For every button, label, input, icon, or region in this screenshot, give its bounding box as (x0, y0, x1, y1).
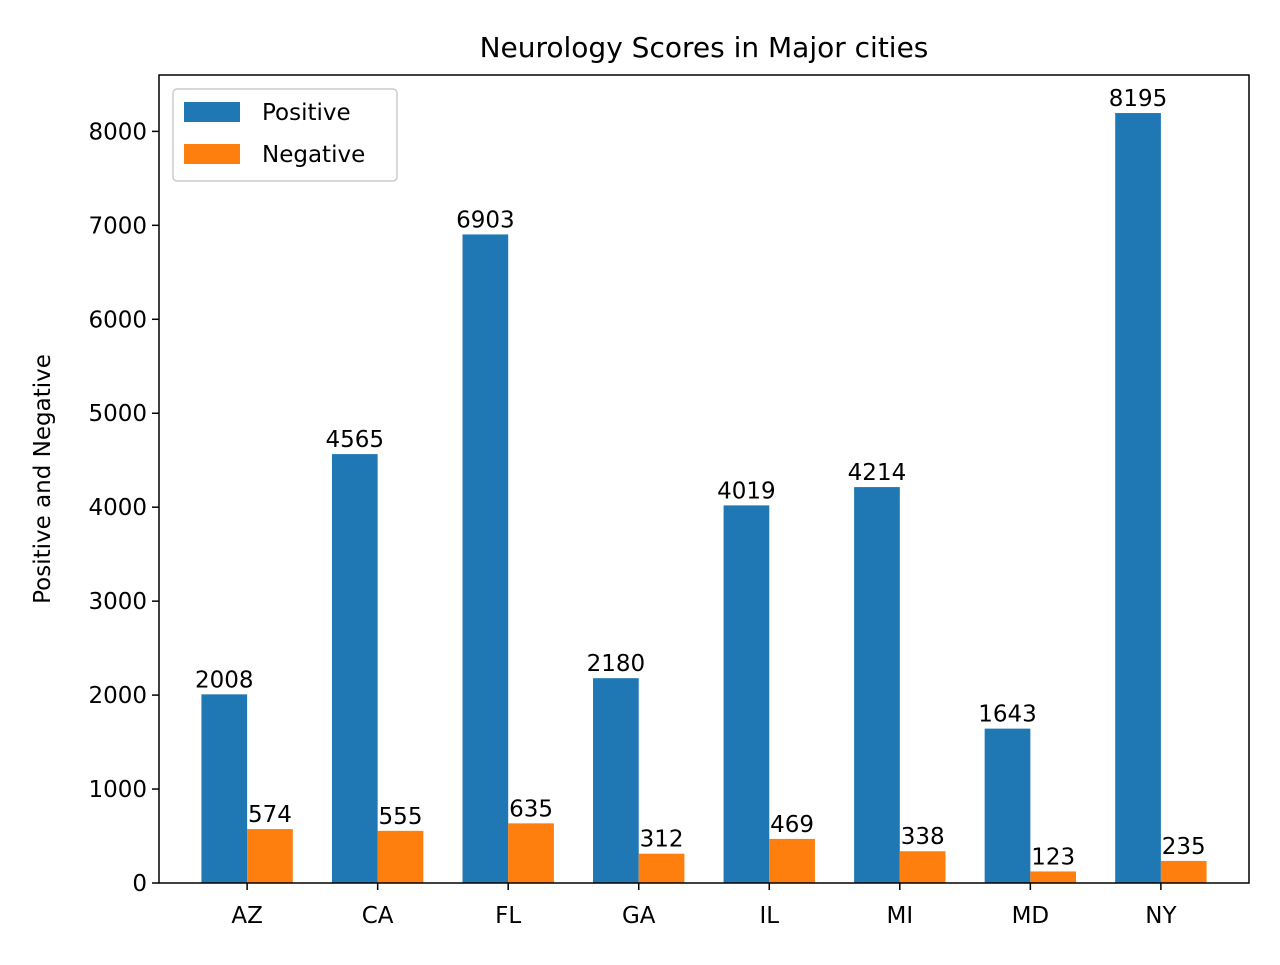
y-axis-label: Positive and Negative (30, 354, 56, 604)
y-tick-label: 8000 (88, 119, 147, 145)
data-label-negative-mi: 338 (901, 824, 945, 850)
x-tick-label-ga: GA (622, 903, 656, 929)
x-tick-label-md: MD (1012, 903, 1050, 929)
data-label-negative-ca: 555 (379, 804, 423, 830)
data-label-positive-ga: 2180 (587, 651, 646, 677)
plot-frame (158, 74, 1250, 884)
bar-negative-ga (638, 853, 685, 883)
bar-negative-ca (377, 830, 424, 883)
x-tick-label-il: IL (759, 903, 779, 929)
data-label-negative-md: 123 (1031, 844, 1075, 870)
bar-negative-ny (1160, 860, 1207, 883)
data-label-negative-az: 574 (248, 802, 292, 828)
bar-positive-ny (1115, 113, 1161, 884)
legend-swatch-positive (184, 102, 240, 122)
legend: Positive Negative (172, 88, 398, 182)
y-tick-label: 1000 (88, 777, 147, 803)
x-tick-label-ny: NY (1145, 903, 1177, 929)
data-label-negative-il: 469 (770, 812, 814, 838)
legend-label-positive: Positive (262, 100, 351, 126)
bar-positive-md (984, 728, 1031, 883)
bar-positive-ga (593, 678, 639, 883)
plot-area: 2008 4565 6903 2180 4019 4214 1643 8195 574 555 63… (88, 74, 1250, 929)
legend-swatch-negative (184, 144, 240, 164)
data-label-positive-il: 4019 (717, 478, 776, 504)
bar-negative-il (769, 838, 815, 883)
bar-positive-ca (331, 454, 378, 883)
y-tick-label: 4000 (88, 495, 147, 521)
legend-label-negative: Negative (262, 142, 365, 168)
bar-positive-mi (854, 487, 900, 883)
bar-positive-az (201, 694, 248, 883)
y-tick-label: 2000 (88, 683, 147, 709)
bar-negative-az (247, 829, 293, 883)
data-label-negative-ga: 312 (640, 827, 684, 853)
x-tick-label-fl: FL (495, 903, 521, 929)
data-label-positive-mi: 4214 (848, 460, 907, 486)
chart-title: Neurology Scores in Major cities (480, 31, 929, 64)
data-label-positive-ny: 8195 (1109, 86, 1168, 112)
data-label-positive-ca: 4565 (326, 427, 385, 453)
x-tick-label-mi: MI (886, 903, 913, 929)
data-label-positive-az: 2008 (195, 667, 254, 693)
y-tick-label: 3000 (88, 589, 147, 615)
y-tick-label: 7000 (88, 213, 147, 239)
x-tick-label-az: AZ (231, 903, 263, 929)
y-tick-label: 0 (132, 871, 147, 897)
bar-positive-fl (462, 234, 509, 883)
y-tick-label: 5000 (88, 401, 147, 427)
x-tick-label-ca: CA (362, 903, 394, 929)
bar-negative-mi (899, 851, 946, 883)
data-label-positive-md: 1643 (978, 702, 1037, 728)
data-label-positive-fl: 6903 (456, 207, 515, 233)
data-label-negative-ny: 235 (1162, 834, 1206, 860)
bar-negative-fl (508, 823, 554, 883)
y-tick-label: 6000 (88, 307, 147, 333)
bar-positive-il (723, 505, 770, 883)
data-label-negative-fl: 635 (509, 796, 553, 822)
bar-negative-md (1030, 871, 1077, 883)
